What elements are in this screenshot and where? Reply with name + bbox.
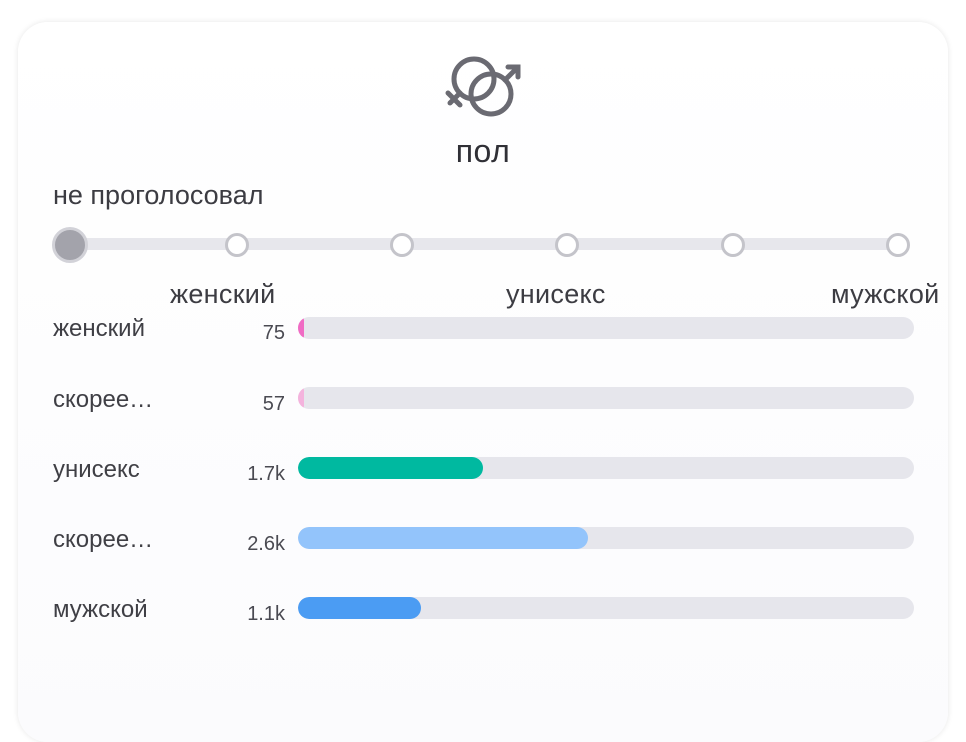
result-label-rather-female: скорее… bbox=[53, 386, 154, 413]
result-count-female: 75 bbox=[262, 322, 285, 344]
not-voted-label: не проголосовал bbox=[53, 180, 264, 210]
scale-label-female: женский bbox=[170, 279, 276, 309]
result-bar-rather-female bbox=[298, 387, 914, 409]
result-bar-female bbox=[298, 317, 914, 339]
scale-point-2[interactable] bbox=[390, 233, 414, 257]
gender-vote-card bbox=[18, 22, 948, 742]
result-bar-rather-male bbox=[298, 527, 914, 549]
scale-label-male: мужской bbox=[831, 279, 940, 309]
gender-symbols-icon bbox=[445, 56, 521, 117]
result-count-rather-male: 2.6k bbox=[247, 533, 285, 555]
scale-point-not-voted[interactable] bbox=[52, 227, 88, 263]
result-count-rather-female: 57 bbox=[262, 393, 285, 415]
result-bar-fill bbox=[298, 597, 422, 619]
result-label-unisex: унисекс bbox=[53, 456, 140, 483]
scale-point-1[interactable] bbox=[225, 233, 249, 257]
result-bar-male bbox=[298, 597, 914, 619]
scale-point-5[interactable] bbox=[886, 233, 910, 257]
result-label-rather-male: скорее… bbox=[53, 526, 154, 553]
result-count-male: 1.1k bbox=[247, 603, 285, 625]
scale-point-3[interactable] bbox=[555, 233, 579, 257]
scale-point-4[interactable] bbox=[721, 233, 745, 257]
result-bar-fill bbox=[298, 387, 305, 409]
result-label-male: мужской bbox=[53, 596, 148, 623]
rating-scale-track[interactable] bbox=[66, 238, 902, 250]
page-title: пол bbox=[455, 133, 511, 169]
result-bar-fill bbox=[298, 317, 305, 339]
scale-label-unisex: унисекс bbox=[506, 279, 606, 309]
result-count-unisex: 1.7k bbox=[247, 463, 285, 485]
result-bar-unisex bbox=[298, 457, 914, 479]
result-label-female: женский bbox=[53, 315, 145, 342]
result-bar-fill bbox=[298, 527, 588, 549]
result-bar-fill bbox=[298, 457, 483, 479]
